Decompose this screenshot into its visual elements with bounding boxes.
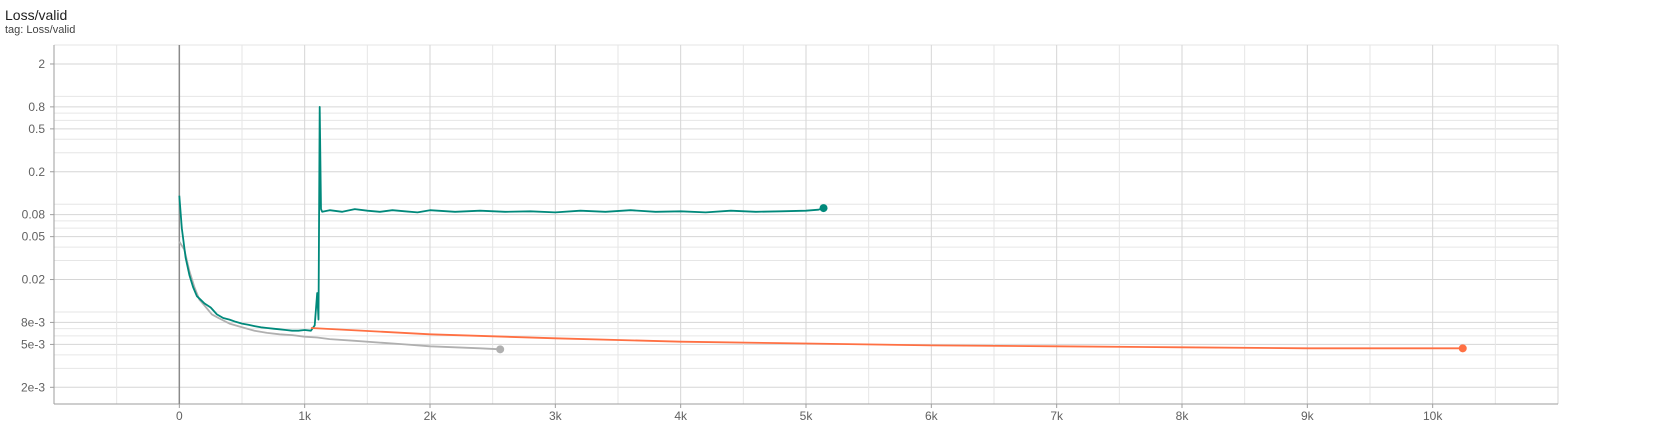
series-layer (178, 106, 1467, 354)
series-end-marker-0 (496, 345, 505, 354)
series-end-marker-1 (819, 204, 828, 213)
y-tick-label: 0.8 (28, 100, 45, 114)
series-line-1 (178, 106, 824, 332)
series-line-0 (178, 241, 501, 351)
x-tick-label: 1k (298, 409, 312, 423)
tick-label-layer: 2 0.8 0.5 0.2 0.08 0.05 0.02 8e-3 5e-3 2e-3 0 1k 2k 3… (21, 57, 1443, 423)
x-tick-label: 8k (1176, 409, 1190, 423)
x-tick-label: 7k (1050, 409, 1064, 423)
chart-title: Loss/valid (5, 7, 68, 23)
y-tick-label: 0.02 (22, 273, 46, 287)
y-tick-label: 8e-3 (21, 315, 45, 329)
x-tick-label: 3k (549, 409, 563, 423)
series-end-marker-2 (1458, 344, 1467, 353)
y-tick-label: 5e-3 (21, 337, 45, 351)
x-tick-label: 0 (176, 409, 183, 423)
x-tick-label: 10k (1423, 409, 1443, 423)
x-tick-label: 4k (674, 409, 688, 423)
series-line-2 (310, 327, 1463, 350)
grid-layer (53, 44, 1559, 404)
y-tick-label: 0.5 (28, 122, 45, 136)
chart-tag-label: tag: Loss/valid (5, 24, 76, 36)
y-tick-label: 0.08 (22, 208, 46, 222)
x-tick-label: 6k (925, 409, 939, 423)
y-tick-label: 0.05 (22, 230, 46, 244)
y-tick-label: 2 (38, 57, 45, 71)
y-tick-label: 2e-3 (21, 380, 45, 394)
x-tick-label: 5k (800, 409, 814, 423)
x-tick-label: 2k (424, 409, 438, 423)
y-tick-label: 0.2 (28, 165, 45, 179)
x-tick-label: 9k (1301, 409, 1315, 423)
axes-layer (50, 45, 1558, 408)
